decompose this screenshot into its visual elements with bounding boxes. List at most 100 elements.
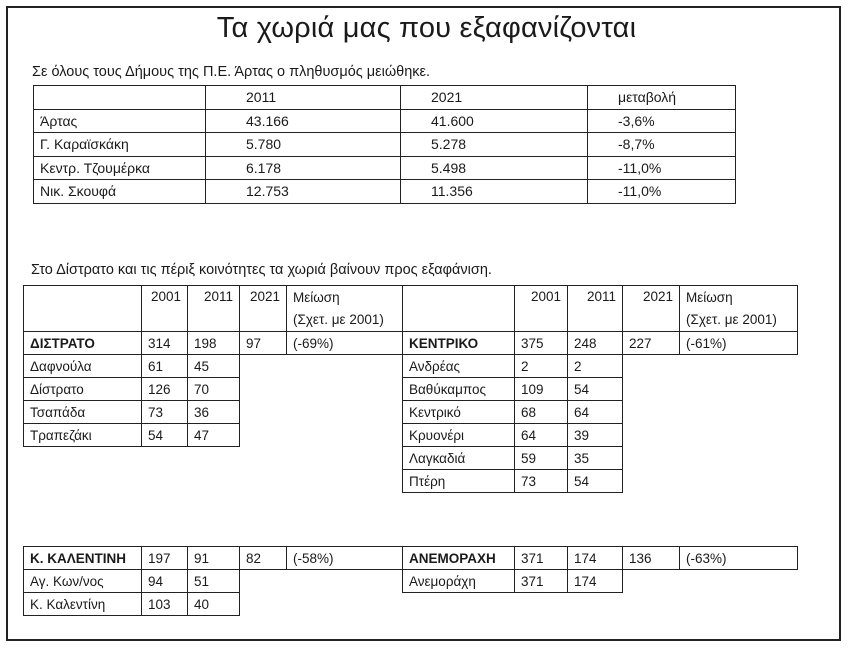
table-row: Κ. ΚΑΛΕΝΤΙΝΗ 197 91 82 (-58%) ΑΝΕΜΟΡΑΧΗ … — [23, 546, 798, 570]
table-cell: (-61%) — [679, 331, 798, 355]
table-cell: 94 — [141, 569, 188, 593]
header-year-2011: 2011 — [567, 285, 623, 332]
header-cell: μεταβολή — [587, 85, 736, 110]
table-cell: 5.780 — [205, 132, 401, 157]
table-row: Πτέρη 73 54 — [24, 469, 798, 493]
table-cell: 64 — [567, 400, 623, 424]
header-cell — [402, 285, 515, 332]
table-header-row: (Σχετ. με 2001) (Σχετ. με 2001) — [24, 308, 798, 332]
table-row: Δαφνούλα 61 45 Ανδρέας 2 2 — [23, 354, 798, 378]
table-cell: 47 — [187, 423, 240, 447]
table-cell: 2 — [567, 354, 623, 378]
table-cell: 82 — [239, 546, 287, 570]
header-year-2021: 2021 — [239, 285, 287, 332]
table-cell: 11.356 — [400, 179, 588, 204]
table-cell: 174 — [567, 569, 623, 593]
village-name: Λαγκαδιά — [402, 446, 515, 470]
table-cell: 54 — [567, 469, 623, 493]
table-cell: 36 — [187, 400, 240, 424]
table-row: Κ. Καλεντίνη 103 40 — [23, 592, 798, 616]
table-cell: 375 — [514, 331, 568, 355]
village-name: Βαθύκαμπος — [402, 377, 515, 401]
table-cell: 103 — [141, 592, 188, 616]
community-name: Κ. ΚΑΛΕΝΤΙΝΗ — [23, 546, 142, 570]
table-header-row: 2001 2011 2021 Μείωση 2001 2011 2021 Μεί… — [23, 285, 798, 332]
village-name: Αγ. Κων/νος — [23, 569, 142, 593]
header-cell — [33, 85, 206, 110]
table-row: Νικ. Σκουφά 12.753 11.356 -11,0% — [33, 179, 736, 204]
municipal-population-table: 2011 2021 μεταβολή Άρτας 43.166 41.600 -… — [33, 85, 736, 204]
table-cell: 227 — [622, 331, 680, 355]
table-row: Τραπεζάκι 54 47 Κρυονέρι 64 39 — [23, 423, 798, 447]
header-year-2011: 2011 — [187, 285, 240, 332]
table-row: Άρτας 43.166 41.600 -3,6% — [33, 108, 736, 133]
table-cell: 41.600 — [400, 108, 588, 133]
table-header-row: 2011 2021 μεταβολή — [33, 85, 736, 110]
table-cell: 5.498 — [400, 155, 588, 180]
municipality-name: Κεντρ. Τζουμέρκα — [33, 155, 206, 180]
village-name: Δαφνούλα — [23, 354, 142, 378]
municipality-name: Γ. Καραϊσκάκη — [33, 132, 206, 157]
header-cell — [23, 285, 142, 332]
header-reduction-note: (Σχετ. με 2001) — [679, 308, 798, 332]
table-cell: 91 — [187, 546, 240, 570]
village-name: Τραπεζάκι — [23, 423, 142, 447]
header-cell: 2021 — [400, 85, 588, 110]
table-cell: -11,0% — [587, 155, 736, 180]
table-cell: 59 — [514, 446, 568, 470]
header-year-2001: 2001 — [141, 285, 188, 332]
village-name: Δίστρατο — [23, 377, 142, 401]
table-cell: (-63%) — [679, 546, 798, 570]
municipality-name: Νικ. Σκουφά — [33, 179, 206, 204]
table-row: Γ. Καραϊσκάκη 5.780 5.278 -8,7% — [33, 132, 736, 157]
table-cell: 54 — [141, 423, 188, 447]
village-population-table: 2001 2011 2021 Μείωση 2001 2011 2021 Μεί… — [23, 285, 798, 493]
community-name: ΚΕΝΤΡΙΚΟ — [402, 331, 515, 355]
table-cell: 73 — [141, 400, 188, 424]
table-cell: 35 — [567, 446, 623, 470]
table-cell: 12.753 — [205, 179, 401, 204]
table-cell: 64 — [514, 423, 568, 447]
intro-text-municipalities: Σε όλους τους Δήμους της Π.Ε. Άρτας ο πλ… — [32, 64, 431, 80]
header-year-2021: 2021 — [622, 285, 680, 332]
table-row: Δίστρατο 126 70 Βαθύκαμπος 109 54 — [23, 377, 798, 401]
table-cell: 68 — [514, 400, 568, 424]
table-cell: 126 — [141, 377, 188, 401]
municipality-name: Άρτας — [33, 108, 206, 133]
header-reduction: Μείωση — [679, 285, 798, 309]
village-name: Κρυονέρι — [402, 423, 515, 447]
table-cell: 136 — [622, 546, 680, 570]
header-reduction-note: (Σχετ. με 2001) — [286, 308, 403, 332]
table-row: Τσαπάδα 73 36 Κεντρικό 68 64 — [23, 400, 798, 424]
village-name: Κ. Καλεντίνη — [23, 592, 142, 616]
header-cell: 2011 — [205, 85, 401, 110]
table-row: Λαγκαδιά 59 35 — [24, 446, 798, 470]
page-frame — [6, 6, 841, 641]
table-cell: 70 — [187, 377, 240, 401]
table-cell: 73 — [514, 469, 568, 493]
table-cell: 371 — [514, 546, 568, 570]
table-cell: -11,0% — [587, 179, 736, 204]
intro-text-villages: Στο Δίστρατο και τις πέριξ κοινότητες τα… — [31, 262, 492, 278]
table-cell: 43.166 — [205, 108, 401, 133]
community-name: ΑΝΕΜΟΡΑΧΗ — [402, 546, 515, 570]
table-cell: 97 — [239, 331, 287, 355]
table-row: Κεντρ. Τζουμέρκα 6.178 5.498 -11,0% — [33, 155, 736, 180]
table-cell: 54 — [567, 377, 623, 401]
village-name: Πτέρη — [402, 469, 515, 493]
table-cell: -3,6% — [587, 108, 736, 133]
table-cell: 40 — [187, 592, 240, 616]
community-name: ΔΙΣΤΡΑΤΟ — [23, 331, 142, 355]
table-cell: 39 — [567, 423, 623, 447]
table-cell: 45 — [187, 354, 240, 378]
table-cell: 2 — [514, 354, 568, 378]
header-year-2001: 2001 — [514, 285, 568, 332]
village-name: Ανδρέας — [402, 354, 515, 378]
table-cell: 51 — [187, 569, 240, 593]
village-name: Τσαπάδα — [23, 400, 142, 424]
table-cell: (-69%) — [286, 331, 403, 355]
table-cell: 174 — [567, 546, 623, 570]
village-name: Ανεμοράχη — [402, 569, 515, 593]
table-row: Αγ. Κων/νος 94 51 Ανεμοράχη 371 174 — [23, 569, 798, 593]
table-cell: -8,7% — [587, 132, 736, 157]
